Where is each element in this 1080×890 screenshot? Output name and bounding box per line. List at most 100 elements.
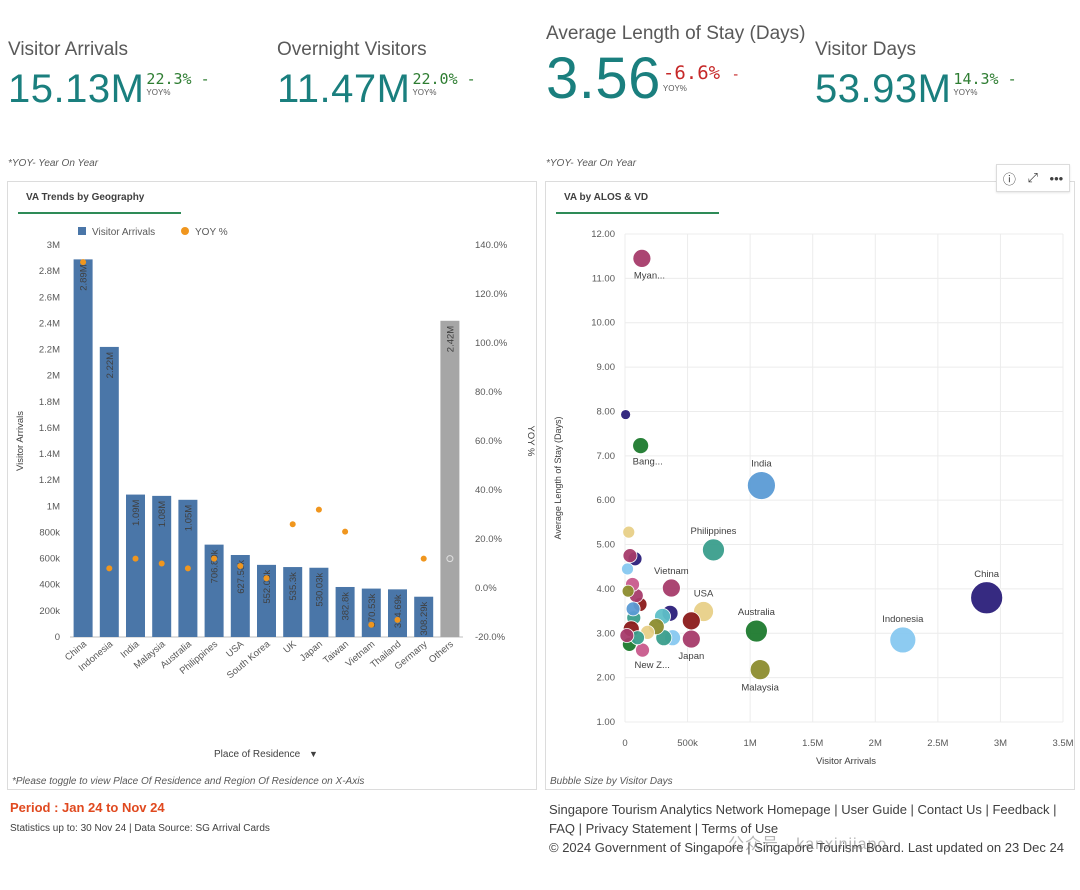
bubble-japan[interactable] <box>681 629 701 649</box>
va-trends-chart[interactable]: Visitor Arrivals YOY % 0 200k 400k 600k 800k 1M… <box>8 220 536 790</box>
yoy-point[interactable] <box>289 521 296 528</box>
bar-thailand[interactable] <box>388 589 407 637</box>
bar-value-label: 530.03k <box>314 572 325 606</box>
yoy-point[interactable] <box>263 575 270 582</box>
bubble-china[interactable] <box>970 581 1004 615</box>
legend-label-yoy: YOY % <box>195 227 228 238</box>
yoy-point[interactable] <box>211 555 218 562</box>
bubble[interactable] <box>681 611 701 631</box>
x-axis-selector[interactable]: Place of Residence ▼ <box>214 749 318 760</box>
y-tick-label: 2.00 <box>597 673 616 684</box>
statistics-source: Statistics up to: 30 Nov 24 | Data Sourc… <box>10 823 270 834</box>
yoy-point[interactable] <box>237 562 244 569</box>
kpi-value: 11.47M <box>277 67 411 111</box>
y-tick-label: 2.4M <box>39 318 60 329</box>
footer-link-homepage[interactable]: Singapore Tourism Analytics Network Home… <box>549 802 831 817</box>
bubble-label: Japan <box>678 651 704 662</box>
kpi-title: Average Length of Stay (Days) <box>546 23 806 44</box>
bar-germany[interactable] <box>414 596 434 637</box>
y-tick-label: 1.6M <box>39 423 60 434</box>
bubble[interactable] <box>621 562 634 576</box>
bubble[interactable] <box>620 409 632 420</box>
y-tick-label: 0 <box>55 632 60 643</box>
bar-value-label: 308.29k <box>419 601 430 635</box>
yoy-point[interactable] <box>80 259 87 266</box>
bar-value-label: 2.22M <box>105 352 116 378</box>
bar-uk[interactable] <box>283 567 303 637</box>
bubble-philippines[interactable] <box>702 538 725 562</box>
x-tick-label: Others <box>427 639 456 666</box>
chart-toolbar: ⓘ ⤢ ••• <box>996 164 1070 192</box>
x-tick-label: 0 <box>622 738 627 749</box>
footer-link-user-guide[interactable]: User Guide <box>841 802 907 817</box>
bar-usa[interactable] <box>230 554 250 637</box>
y-tick-label: 9.00 <box>597 362 616 373</box>
footer-link-faq[interactable]: FAQ <box>549 821 576 836</box>
tab-va-trends-by-geography[interactable]: VA Trends by Geography <box>18 182 181 214</box>
x-axis-selector-label: Place of Residence <box>214 749 301 760</box>
bubble-label: Philippines <box>690 526 736 537</box>
bar-vietnam[interactable] <box>361 588 381 637</box>
x-tick-label: 1.5M <box>802 738 823 749</box>
yoy-point[interactable] <box>158 560 165 567</box>
bubble[interactable] <box>621 584 635 598</box>
yoy-point[interactable] <box>315 506 322 513</box>
footer-link-contact-us[interactable]: Contact Us <box>917 802 982 817</box>
bar-indonesia[interactable] <box>99 346 119 637</box>
bar-others[interactable] <box>440 320 460 637</box>
kpi-yoy: 14.3% - <box>953 70 1017 88</box>
y-tick-label: 2.6M <box>39 292 60 303</box>
bar-china[interactable] <box>73 259 93 637</box>
bubble-malaysia[interactable] <box>749 659 771 681</box>
va-alos-vd-chart[interactable]: 1.00 2.00 3.00 4.00 5.00 6.00 7.00 8.00 9.00 10.0… <box>546 220 1074 775</box>
footer-link-privacy[interactable]: Privacy Statement <box>585 821 692 836</box>
yoy-point[interactable] <box>342 528 349 535</box>
bubble-australia[interactable] <box>744 619 768 643</box>
kpi-yoy: 22.3% - <box>146 70 210 88</box>
yoy-note-left: *YOY- Year On Year <box>8 158 99 169</box>
bubble-india[interactable] <box>747 471 776 500</box>
y-tick-label: 2.8M <box>39 266 60 277</box>
bar-value-label: 382.8k <box>341 592 352 621</box>
tab-va-by-alos-vd[interactable]: VA by ALOS & VD <box>556 182 719 214</box>
bar-taiwan[interactable] <box>335 586 355 637</box>
y-tick-label: 4.00 <box>597 584 616 595</box>
bubble-indonesia[interactable] <box>889 626 917 654</box>
more-icon[interactable]: ••• <box>1049 170 1064 186</box>
va-trends-panel[interactable]: VA Trends by Geography Visitor Arrivals Y… <box>7 181 537 790</box>
yoy-point[interactable] <box>368 621 375 628</box>
bar-value-label: 1.09M <box>131 499 142 525</box>
bar-japan[interactable] <box>309 567 329 637</box>
bubble-myan[interactable] <box>632 249 652 268</box>
y-tick-label: 11.00 <box>592 273 615 284</box>
bubble-label: China <box>974 569 1000 580</box>
footer-link-terms[interactable]: Terms of Use <box>701 821 779 836</box>
bubble-label: Indonesia <box>882 614 924 625</box>
bar-philippines[interactable] <box>204 544 224 637</box>
bubble-new z[interactable] <box>635 642 650 658</box>
bar-value-label: 2.89M <box>79 264 90 290</box>
y-tick-label: 1M <box>47 501 60 512</box>
bar-south-korea[interactable] <box>257 564 276 637</box>
bubble[interactable] <box>625 601 641 617</box>
yoy-point[interactable] <box>394 616 401 623</box>
period-label: Period : Jan 24 to Nov 24 <box>10 800 165 815</box>
bubble-vietnam[interactable] <box>661 578 681 598</box>
yoy-point[interactable] <box>184 565 191 572</box>
bubble[interactable] <box>622 525 636 539</box>
yoy-point[interactable] <box>106 565 113 572</box>
bubble[interactable] <box>619 628 635 643</box>
kpi-value: 15.13M <box>8 67 145 111</box>
y-tick-label: 1.8M <box>39 397 60 408</box>
bubble-bang[interactable] <box>632 437 650 455</box>
bar-india[interactable] <box>126 494 145 637</box>
footer-link-feedback[interactable]: Feedback <box>992 802 1050 817</box>
expand-icon[interactable]: ⤢ <box>1027 170 1038 185</box>
bubble[interactable] <box>622 548 638 564</box>
y2-tick-label: -20.0% <box>475 632 506 643</box>
yoy-point[interactable] <box>132 555 139 562</box>
kpi-yoy-label: YOY% <box>662 84 687 93</box>
info-icon[interactable]: ⓘ <box>1002 171 1016 187</box>
yoy-point[interactable] <box>420 555 427 562</box>
va-alos-vd-panel[interactable]: VA by ALOS & VD 1.00 2.00 3.00 4.00 5.00 6.00… <box>545 181 1075 790</box>
